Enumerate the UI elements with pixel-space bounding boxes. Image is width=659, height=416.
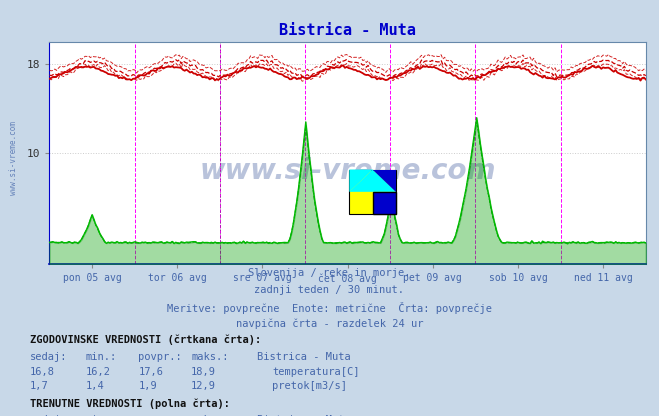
Text: sedaj:: sedaj: <box>30 352 67 362</box>
Text: 17,6: 17,6 <box>138 367 163 377</box>
Text: maks.:: maks.: <box>191 415 229 416</box>
Text: ZGODOVINSKE VREDNOSTI (črtkana črta):: ZGODOVINSKE VREDNOSTI (črtkana črta): <box>30 335 261 345</box>
Text: maks.:: maks.: <box>191 352 229 362</box>
Polygon shape <box>373 170 396 192</box>
Text: Bistrica - Muta: Bistrica - Muta <box>257 415 351 416</box>
Text: 12,9: 12,9 <box>191 381 216 391</box>
Text: 16,8: 16,8 <box>30 367 55 377</box>
Text: sedaj:: sedaj: <box>30 415 67 416</box>
Text: povpr.:: povpr.: <box>138 352 182 362</box>
Title: Bistrica - Muta: Bistrica - Muta <box>279 22 416 38</box>
Text: Bistrica - Muta: Bistrica - Muta <box>257 352 351 362</box>
Text: www.si-vreme.com: www.si-vreme.com <box>9 121 18 195</box>
Text: 1,7: 1,7 <box>30 381 48 391</box>
Text: min.:: min.: <box>86 352 117 362</box>
FancyBboxPatch shape <box>349 170 396 214</box>
Text: pretok[m3/s]: pretok[m3/s] <box>272 381 347 391</box>
Text: min.:: min.: <box>86 415 117 416</box>
Text: 1,4: 1,4 <box>86 381 104 391</box>
Text: 1,9: 1,9 <box>138 381 157 391</box>
FancyBboxPatch shape <box>373 192 396 214</box>
Text: navpična črta - razdelek 24 ur: navpična črta - razdelek 24 ur <box>236 318 423 329</box>
Text: 16,2: 16,2 <box>86 367 111 377</box>
Text: www.si-vreme.com: www.si-vreme.com <box>200 157 496 185</box>
Text: Slovenija / reke in morje.: Slovenija / reke in morje. <box>248 268 411 278</box>
Text: 18,9: 18,9 <box>191 367 216 377</box>
Text: TRENUTNE VREDNOSTI (polna črta):: TRENUTNE VREDNOSTI (polna črta): <box>30 399 229 409</box>
Text: Meritve: povprečne  Enote: metrične  Črta: povprečje: Meritve: povprečne Enote: metrične Črta:… <box>167 302 492 314</box>
Text: povpr.:: povpr.: <box>138 415 182 416</box>
Polygon shape <box>349 170 373 192</box>
Text: temperatura[C]: temperatura[C] <box>272 367 360 377</box>
Polygon shape <box>349 170 396 192</box>
Text: zadnji teden / 30 minut.: zadnji teden / 30 minut. <box>254 285 405 295</box>
